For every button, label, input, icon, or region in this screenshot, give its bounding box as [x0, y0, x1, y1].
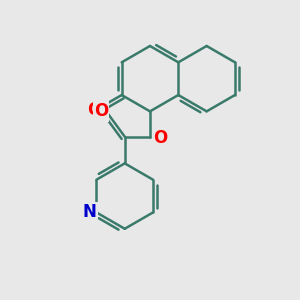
Text: O: O: [153, 129, 167, 147]
Text: O: O: [94, 102, 108, 120]
Text: N: N: [83, 203, 97, 221]
Text: O: O: [87, 101, 102, 119]
